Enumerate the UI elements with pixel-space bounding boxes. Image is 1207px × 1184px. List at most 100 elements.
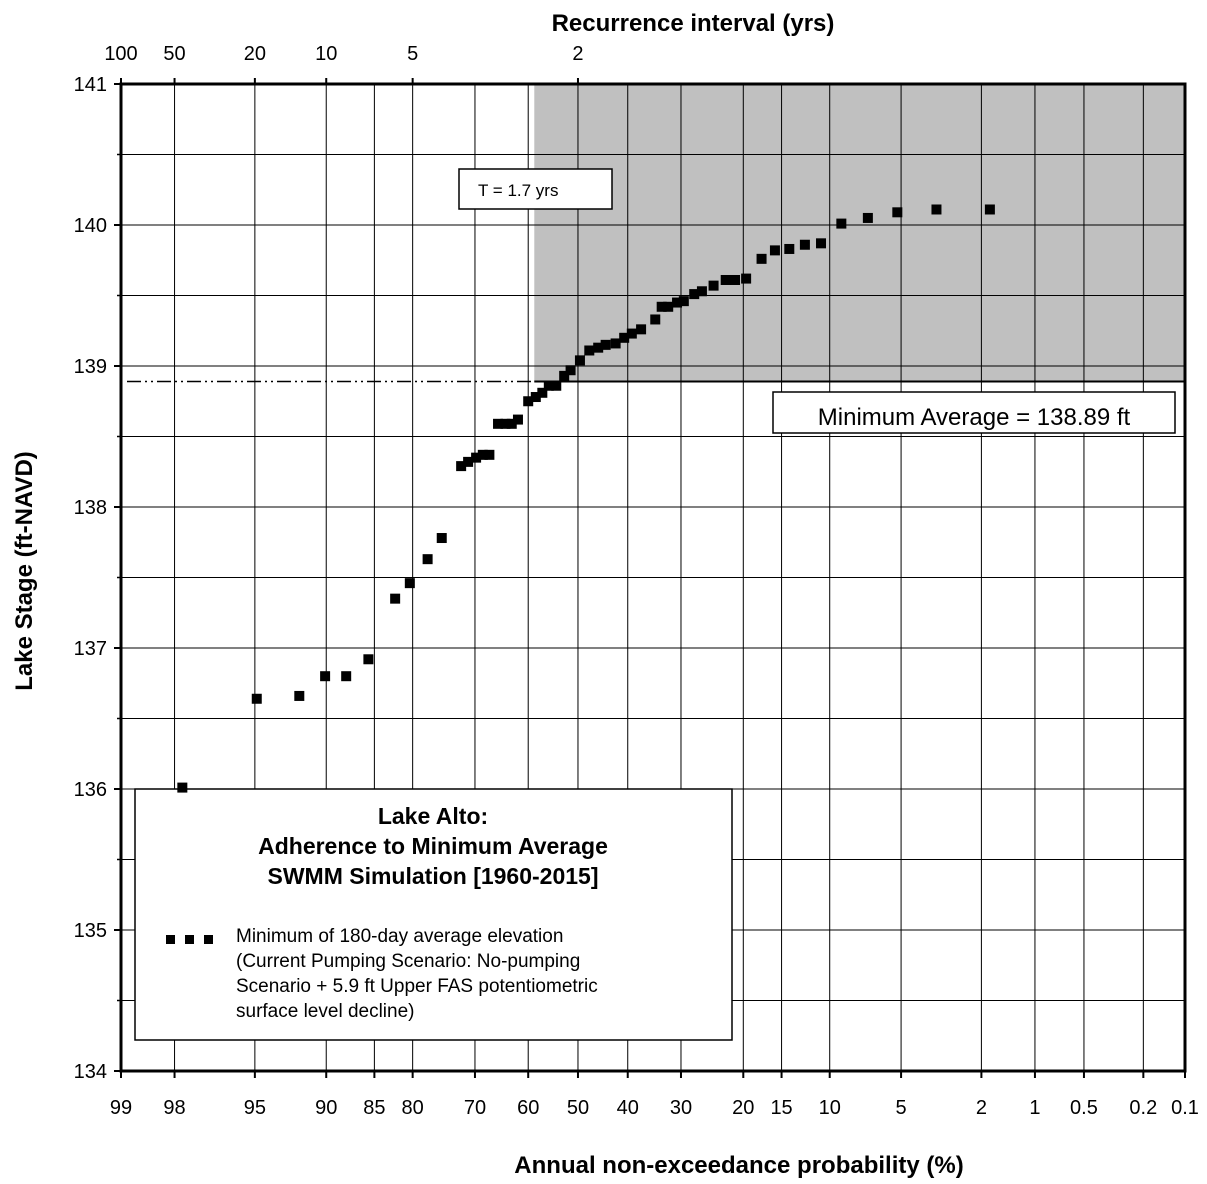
data-point xyxy=(512,414,523,425)
y-tick-label: 141 xyxy=(74,74,107,96)
top-tick-label: 20 xyxy=(244,43,266,65)
data-point xyxy=(784,243,795,254)
x-tick-label: 15 xyxy=(770,1097,792,1119)
data-point xyxy=(584,345,595,356)
legend-entry-line-4: surface level decline) xyxy=(236,1001,414,1022)
data-point xyxy=(816,238,827,249)
data-point xyxy=(456,461,467,472)
legend-title-line-3: SWMM Simulation [1960-2015] xyxy=(267,863,598,889)
data-point xyxy=(650,314,661,325)
data-point xyxy=(251,693,262,704)
x-tick-label: 90 xyxy=(315,1097,337,1119)
data-point xyxy=(523,396,534,407)
x-tick-label: 0.1 xyxy=(1171,1097,1199,1119)
data-point xyxy=(619,332,630,343)
data-point xyxy=(363,654,374,665)
data-point xyxy=(551,380,562,391)
data-point xyxy=(678,296,689,307)
x-tick-label: 20 xyxy=(732,1097,754,1119)
data-point xyxy=(404,578,415,589)
data-point xyxy=(463,456,474,467)
y-tick-label: 137 xyxy=(74,638,107,660)
x-tick-label: 5 xyxy=(896,1097,907,1119)
y-tick-label: 139 xyxy=(74,356,107,378)
x-tick-label: 80 xyxy=(402,1097,424,1119)
data-point xyxy=(730,274,741,285)
legend-title-line-2: Adherence to Minimum Average xyxy=(258,833,608,859)
x-tick-label: 50 xyxy=(567,1097,589,1119)
legend-entry-line-2: (Current Pumping Scenario: No-pumping xyxy=(236,951,580,972)
legend-entry-line-3: Scenario + 5.9 ft Upper FAS potentiometr… xyxy=(236,976,598,997)
data-point xyxy=(984,204,995,215)
legend-title-line-1: Lake Alto: xyxy=(378,803,488,829)
y-tick-label: 135 xyxy=(74,920,107,942)
x-tick-label: 2 xyxy=(976,1097,987,1119)
data-point xyxy=(672,297,683,308)
data-point xyxy=(656,301,667,312)
legend-marker xyxy=(166,935,213,944)
t-annotation-text: T = 1.7 yrs xyxy=(478,181,558,200)
top-tick-label: 2 xyxy=(572,43,583,65)
x-tick-label: 0.2 xyxy=(1129,1097,1157,1119)
data-point xyxy=(543,380,554,391)
data-point xyxy=(836,218,847,229)
y-tick-label: 138 xyxy=(74,497,107,519)
y-tick-label: 136 xyxy=(74,779,107,801)
data-point xyxy=(493,418,504,429)
threshold-annotation-box: Minimum Average = 138.89 ft xyxy=(772,391,1176,434)
data-point xyxy=(294,690,305,701)
data-point xyxy=(500,418,511,429)
legend-box: Lake Alto: Adherence to Minimum Average … xyxy=(134,788,733,1041)
data-point xyxy=(720,274,731,285)
x-tick-label: 40 xyxy=(617,1097,639,1119)
y-tick-label: 134 xyxy=(74,1061,107,1083)
data-point xyxy=(574,355,585,366)
data-point xyxy=(471,452,482,463)
data-point xyxy=(506,418,517,429)
data-point xyxy=(436,533,447,544)
data-point xyxy=(477,449,488,460)
top-axis-title: Recurrence interval (yrs) xyxy=(552,10,835,37)
data-point xyxy=(593,342,604,353)
x-tick-label: 10 xyxy=(819,1097,841,1119)
data-point xyxy=(610,338,621,349)
data-point xyxy=(530,392,541,403)
data-point xyxy=(600,339,611,350)
data-point xyxy=(636,324,647,335)
y-axis-title: Lake Stage (ft-NAVD) xyxy=(11,451,38,691)
data-point xyxy=(320,671,331,682)
x-tick-label: 85 xyxy=(363,1097,385,1119)
legend-entry-line-1: Minimum of 180-day average elevation xyxy=(236,926,563,947)
x-tick-label: 70 xyxy=(464,1097,486,1119)
data-point xyxy=(537,387,548,398)
data-point xyxy=(799,239,810,250)
x-tick-label: 0.5 xyxy=(1070,1097,1098,1119)
data-point xyxy=(931,204,942,215)
t-annotation-box: T = 1.7 yrs xyxy=(458,168,613,210)
top-tick-label: 5 xyxy=(407,43,418,65)
x-tick-label: 98 xyxy=(163,1097,185,1119)
x-tick-label: 95 xyxy=(244,1097,266,1119)
data-point xyxy=(177,782,188,793)
x-tick-label: 60 xyxy=(517,1097,539,1119)
data-point xyxy=(626,328,637,339)
y-tick-label: 140 xyxy=(74,215,107,237)
threshold-annotation-text: Minimum Average = 138.89 ft xyxy=(818,404,1131,431)
data-point xyxy=(741,273,752,284)
top-tick-label: 10 xyxy=(315,43,337,65)
data-point xyxy=(708,280,719,291)
top-tick-label: 100 xyxy=(104,43,137,65)
data-point xyxy=(484,449,495,460)
data-point xyxy=(696,286,707,297)
top-tick-label: 50 xyxy=(163,43,185,65)
data-point xyxy=(769,245,780,256)
data-point xyxy=(390,593,401,604)
data-point xyxy=(756,253,767,264)
data-point xyxy=(689,289,700,300)
x-axis-title: Annual non-exceedance probability (%) xyxy=(514,1152,963,1179)
data-point xyxy=(341,671,352,682)
data-point xyxy=(663,301,674,312)
data-point xyxy=(559,370,570,381)
data-point xyxy=(892,207,903,218)
